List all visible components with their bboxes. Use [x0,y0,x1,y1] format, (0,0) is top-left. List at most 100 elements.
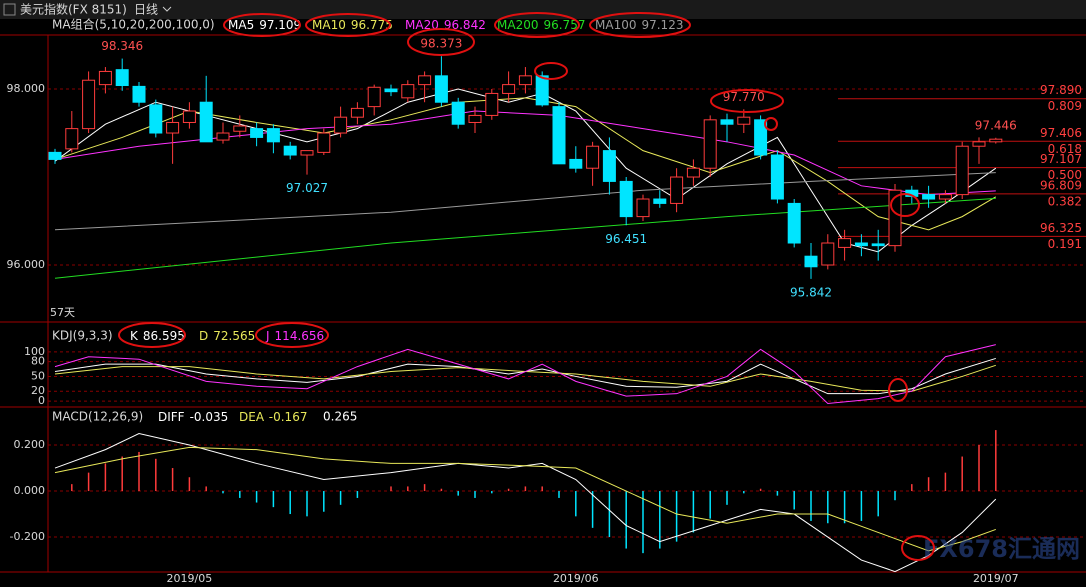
indicator-line [54,364,996,392]
extreme-label: 98.346 [101,39,143,53]
instrument-title: 美元指数(FX 8151) [20,2,127,17]
candle-body [485,92,499,116]
candle-body [938,194,952,200]
candle-body [166,121,180,134]
candle-body [401,84,415,99]
ellipse [710,89,784,113]
ellipse [901,535,935,561]
legend-value: 97.109 [259,18,301,32]
candle-body [754,119,768,156]
legend-entry: MA5 97.109 [228,18,301,32]
candle-body [317,132,331,153]
candle-body [199,101,213,143]
fib-price: 97.890 [1040,83,1082,97]
legend-value: 0.265 [323,410,357,424]
ellipse [223,13,301,37]
x-tick-label: 2019/05 [167,572,213,585]
fib-ratio: 0.618 [1048,142,1082,156]
menu-icon[interactable] [3,3,16,16]
legend-value: -0.167 [269,410,308,424]
legend-value: 96.842 [444,18,486,32]
candle-body [434,75,448,103]
candle-body [636,198,650,218]
candle-body [569,158,583,169]
candle-body [653,198,667,204]
top-bar [0,0,1086,19]
period-selector[interactable]: 日线 [134,3,158,17]
ellipse [764,117,778,131]
x-tick-label: 2019/06 [553,572,599,585]
candle-body [300,150,314,156]
candle-body [972,141,986,147]
candle-body [334,116,348,134]
y-tick-label: 20 [31,384,45,397]
legend-entry: MA100 97.123 [595,18,683,32]
fib-ratio: 0.809 [1048,99,1082,113]
ellipse [888,378,908,402]
candle-body [283,145,297,156]
legend-name: J [265,329,270,343]
indicator-line [54,433,997,573]
candle-body [821,242,835,266]
extreme-label: 96.451 [605,232,647,246]
legend-value: 97.123 [641,18,683,32]
candle-body [518,75,532,86]
legend-name: MA200 [497,18,538,32]
candle-body [737,116,751,125]
candle-body [149,104,163,134]
candle-body [804,255,818,268]
fib-price: 97.107 [1040,152,1082,166]
macd-label[interactable]: MACD(12,26,9) [52,410,143,424]
legend-name: DIFF [158,410,185,424]
candle-body [854,242,868,247]
extreme-label: 95.842 [790,285,832,299]
plot: 98.000 96.000 97.890 0.809 97.406 0.61897.107… [7,18,1086,585]
extreme-label: 97.027 [286,181,328,195]
candle-body [922,194,936,200]
legend-entry: DEA -0.167 [239,410,307,424]
y-tick-label: -0.200 [10,530,45,543]
candle-body [670,176,684,204]
annotation-circles [118,12,935,561]
y-tick-label: 96.000 [7,258,46,271]
watermark: FX678汇通网 [923,535,1080,563]
candle-body [418,75,432,86]
y-tick-label: 80 [31,355,45,368]
candle-body [602,150,616,182]
fib-ratio: 0.382 [1048,194,1082,208]
indicator-line [54,172,996,231]
legend-value: 96.775 [351,18,393,32]
candle-body [955,145,969,196]
candle-body [619,180,633,218]
candle-body [989,138,1003,143]
legend-name: DEA [239,410,265,424]
fib-price: 96.325 [1040,221,1082,235]
candle-body [350,107,364,118]
y-tick-label: 50 [31,369,45,382]
y-tick-label: 98.000 [7,82,46,95]
legend-name: D [199,329,208,343]
candle-body [132,85,146,103]
candle-body [468,114,482,123]
candle-body [82,79,96,130]
legend-entry: J 114.656 [265,329,324,343]
candle-body [871,243,885,247]
ellipse [589,12,691,38]
indicator-line [54,446,996,552]
period-chevron[interactable] [162,6,172,12]
kdj-label[interactable]: KDJ(9,3,3) [52,329,113,343]
indicator-line [54,197,996,279]
fib-ratio: 0.500 [1048,168,1082,182]
indicator-label[interactable]: MA组合(5,10,20,200,100,0) [52,17,215,32]
legend-value: -0.035 [190,410,229,424]
fib-price: 97.406 [1040,126,1082,140]
legend-name: MA5 [228,18,254,32]
candle-body [115,69,129,87]
ellipse [407,28,475,56]
legend-entry: K 86.595 [130,329,185,343]
ellipse [118,322,186,348]
x-tick-label: 2019/07 [973,572,1019,585]
candle-body [586,145,600,169]
extreme-label: 97.446 [975,118,1017,132]
